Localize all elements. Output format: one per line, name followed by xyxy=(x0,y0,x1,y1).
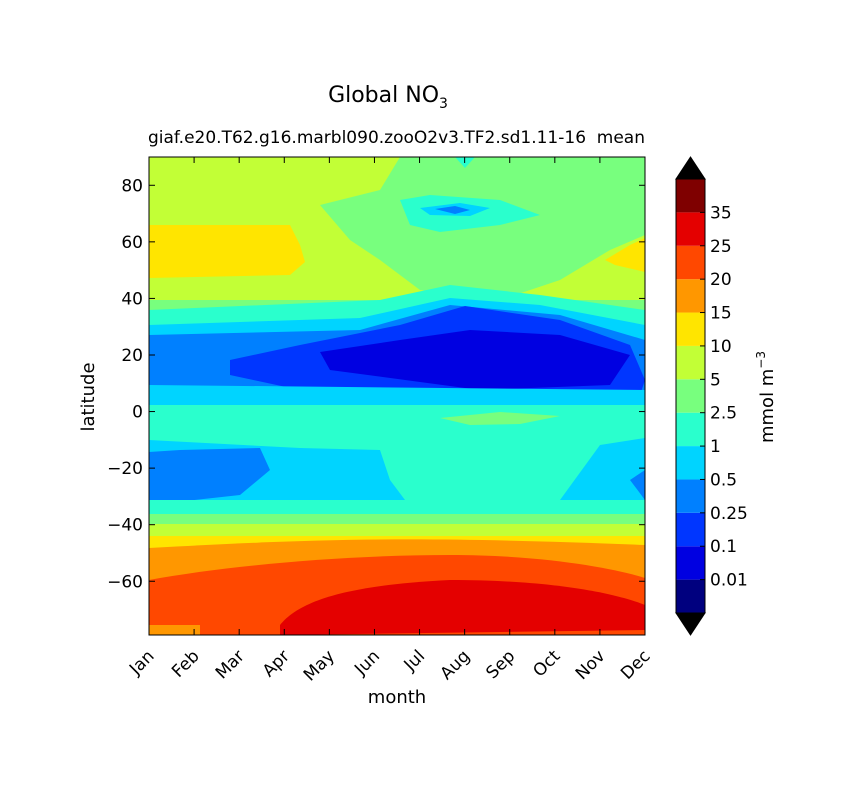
colorbar-tick-label: 1 xyxy=(710,437,721,457)
y-tick-label: 80 xyxy=(121,176,143,196)
x-tick-label: Apr xyxy=(259,646,294,681)
y-tick-label: 60 xyxy=(121,233,143,253)
colorbar-tick-label: 10 xyxy=(710,337,732,357)
colorbar-segment xyxy=(676,446,705,480)
y-axis: 80 60 40 20 0 −20 −40 −60 xyxy=(107,176,645,592)
colorbar-tick-label: 25 xyxy=(710,237,732,257)
band-arctic-deep xyxy=(435,206,470,214)
colorbar-tick-label: 5 xyxy=(710,370,721,390)
colorbar-segment xyxy=(676,379,705,413)
colorbar: 0.01 0.1 0.25 0.5 1 2.5 5 10 15 20 25 35 xyxy=(675,156,748,636)
colorbar-tick-label: 35 xyxy=(710,203,732,223)
chart-subtitle-left: giaf.e20.T62.g16.marbl090.zooO2v3.TF2.sd… xyxy=(148,128,586,148)
y-tick-label: 0 xyxy=(132,403,143,423)
colorbar-segment xyxy=(676,579,705,613)
colorbar-segment xyxy=(676,279,705,313)
band-north-001 xyxy=(320,330,630,390)
x-tick-label: Mar xyxy=(212,646,249,683)
x-tick-label: Sep xyxy=(482,646,519,683)
x-tick-label: Dec xyxy=(617,646,654,683)
colorbar-label-exponent: −3 xyxy=(754,351,768,369)
x-tick-label: May xyxy=(300,646,339,685)
band-south-025 xyxy=(149,448,270,505)
x-tick-label: Nov xyxy=(572,646,610,684)
x-tick-label: Oct xyxy=(529,646,564,681)
colorbar-tick-label: 0.5 xyxy=(710,470,737,490)
colorbar-segment xyxy=(676,412,705,447)
chart-title-subscript: 3 xyxy=(439,96,448,112)
colorbar-segment xyxy=(676,179,705,213)
colorbar-extend-max xyxy=(675,156,706,180)
x-tick-label: Aug xyxy=(437,646,475,684)
band-equator-25 xyxy=(440,412,560,425)
x-tick-label: Feb xyxy=(168,646,203,681)
colorbar-tick-label: 0.25 xyxy=(710,504,748,524)
plot-frame xyxy=(148,156,646,636)
band-bottom-green xyxy=(149,625,200,635)
band-south-05b xyxy=(560,438,645,510)
y-tick-label: 40 xyxy=(121,289,143,309)
band-north-10 xyxy=(149,225,305,278)
contour-field xyxy=(149,157,645,635)
x-tick-label: Jun xyxy=(350,646,384,680)
y-tick-label: −20 xyxy=(107,459,143,479)
band-north-10b xyxy=(605,238,645,272)
y-tick-label: −40 xyxy=(107,516,143,536)
colorbar-tick-label: 2.5 xyxy=(710,404,737,424)
colorbar-segment xyxy=(676,245,705,280)
band-south-25 xyxy=(280,580,645,635)
y-tick-label: 20 xyxy=(121,346,143,366)
colorbar-tick-label: 20 xyxy=(710,270,732,290)
x-tick-label: Jan xyxy=(125,646,158,679)
colorbar-extend-min xyxy=(675,612,706,636)
colorbar-segment xyxy=(676,479,705,513)
chart-title: Global NO3 xyxy=(328,83,448,112)
colorbar-segment xyxy=(676,345,705,380)
x-tick-label: Jul xyxy=(400,646,429,675)
colorbar-tick-label: 0.01 xyxy=(710,571,748,591)
colorbar-label: mmol m−3 xyxy=(754,351,778,443)
x-axis-label: month xyxy=(368,687,426,708)
colorbar-segment xyxy=(676,512,705,547)
colorbar-segment xyxy=(676,212,705,246)
colorbar-segment xyxy=(676,546,705,580)
colorbar-tick-label: 15 xyxy=(710,304,732,324)
chart-subtitle-right: mean xyxy=(597,128,645,148)
colorbar-tick-label: 0.1 xyxy=(710,537,737,557)
band-south-025b xyxy=(630,470,645,500)
colorbar-frame xyxy=(675,178,706,614)
colorbar-segment xyxy=(676,312,705,346)
y-tick-label: −60 xyxy=(107,572,143,592)
y-axis-label: latitude xyxy=(78,362,99,431)
